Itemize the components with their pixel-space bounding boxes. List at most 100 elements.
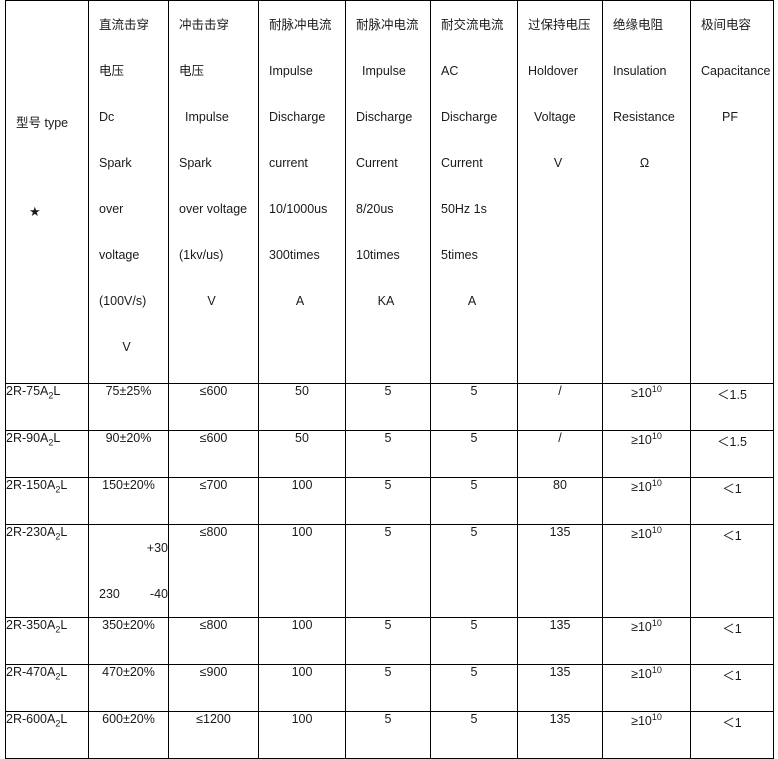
cell-dc-spark-over-voltage: 600±20%: [88, 711, 169, 759]
column-header-line: Impulse: [362, 64, 406, 78]
cell-ac-current: 5: [430, 383, 518, 431]
cell-impulse-spark: ≤600: [168, 430, 259, 478]
cell-model: 2R-350A2L: [5, 617, 89, 665]
column-header-line: (1kv/us): [179, 248, 224, 262]
column-header-line: voltage: [99, 248, 140, 262]
column-header-line: Insulation: [613, 64, 667, 78]
cell-capacitance: ＜1.5: [690, 383, 774, 431]
model-subscript: 2: [55, 531, 61, 542]
column-header-line: 耐脉冲电流: [356, 18, 419, 32]
cell-impulse-10-1000: 100: [258, 617, 346, 665]
cell-model: 2R-470A2L: [5, 664, 89, 712]
column-header-line: 5times: [441, 248, 478, 262]
specification-table: 型号 type ★ 直流击穿 电压 Dc Spark over voltage (100V/s)…: [5, 0, 774, 759]
column-header-line: over: [99, 202, 124, 216]
cell-impulse-8-20: 5: [345, 711, 431, 759]
model-suffix: L: [60, 618, 68, 632]
table-row: 2R-150A2L 150±20% ≤700 100 5 5 80 ≥1010 ＜1: [5, 477, 774, 525]
column-header-line: Resistance: [613, 110, 675, 124]
cell-impulse-spark: ≤600: [168, 383, 259, 431]
column-header-line: Current: [356, 156, 398, 170]
cell-capacitance: ＜1: [690, 711, 774, 759]
insulation-base: ≥10: [631, 527, 652, 542]
column-header-lines: 绝缘电阻 Insulation Resistance Ω: [603, 1, 690, 199]
column-header-line: Impulse: [185, 110, 229, 124]
cell-dc-spark-over-voltage: 470±20%: [88, 664, 169, 712]
cell-model: 2R-230A2L: [5, 524, 89, 618]
model-prefix: 2R-150A: [6, 478, 56, 492]
cell-holdover: 135: [517, 524, 603, 618]
cell-model: 2R-90A2L: [5, 430, 89, 478]
column-header-lines: 冲击击穿 电压 Impulse Spark over voltage (1kv/us) V: [169, 1, 258, 337]
column-header-impulse_discharge_current_8_20: 耐脉冲电流 Impulse Discharge Current 8/20us 10time…: [345, 0, 431, 384]
cell-model: 2R-150A2L: [5, 477, 89, 525]
column-header-ac_discharge_current: 耐交流电流 AC Discharge Current 50Hz 1s 5times A: [430, 0, 518, 384]
insulation-exponent: 10: [651, 478, 662, 488]
column-header-lines: 直流击穿 电压 Dc Spark over voltage (100V/s) V: [89, 1, 168, 383]
insulation-base: ≥10: [631, 714, 652, 729]
column-header-unit: A: [295, 294, 305, 308]
cell-holdover: 135: [517, 711, 603, 759]
model-prefix: 2R-230A: [6, 525, 56, 539]
column-header-unit: Ω: [639, 156, 650, 170]
column-header-capacitance: 极间电容 Capacitance PF: [690, 0, 774, 384]
column-header-line: Impulse: [269, 64, 313, 78]
column-header-lines: 耐交流电流 AC Discharge Current 50Hz 1s 5times A: [431, 1, 517, 337]
model-suffix: L: [60, 712, 68, 726]
insulation-base: ≥10: [631, 433, 652, 448]
column-header-unit: V: [207, 294, 216, 308]
table-row: 2R-470A2L 470±20% ≤900 100 5 5 135 ≥1010 ＜1: [5, 664, 774, 712]
cell-impulse-10-1000: 100: [258, 477, 346, 525]
table-row: 2R-350A2L 350±20% ≤800 100 5 5 135 ≥1010 ＜1: [5, 617, 774, 665]
column-header-line: Discharge: [269, 110, 326, 124]
column-header-unit: A: [467, 294, 477, 308]
insulation-base: ≥10: [631, 667, 652, 682]
column-header-line: 耐脉冲电流: [269, 18, 332, 32]
cell-dc-spark-over-voltage: 75±25%: [88, 383, 169, 431]
model-suffix: L: [60, 525, 68, 539]
cell-capacitance: ＜1: [690, 524, 774, 618]
column-header-lines: 极间电容 Capacitance PF: [691, 1, 773, 153]
column-header-line: 冲击击穿: [179, 18, 230, 32]
column-header-holdover_voltage: 过保持电压 Holdover Voltage V: [517, 0, 603, 384]
column-header-line: Dc: [99, 110, 115, 124]
cell-ac-current: 5: [430, 430, 518, 478]
column-header-dc_spark_over_voltage: 直流击穿 电压 Dc Spark over voltage (100V/s) V: [88, 0, 169, 384]
model-subscript: 2: [55, 718, 61, 729]
column-header-line: 10/1000us: [269, 202, 328, 216]
column-header-lines: 过保持电压 Holdover Voltage V: [518, 1, 602, 199]
cell-dc-spark-over-voltage: +30 230 -40: [88, 524, 169, 618]
tolerance-lower: -40: [149, 587, 168, 601]
model-suffix: L: [53, 384, 61, 398]
column-header-line: 50Hz 1s: [441, 202, 487, 216]
cell-holdover: 80: [517, 477, 603, 525]
model-subscript: 2: [48, 390, 54, 401]
model-prefix: 2R-75A: [6, 384, 49, 398]
model-prefix: 2R-350A: [6, 618, 56, 632]
column-header-unit: KA: [377, 294, 395, 308]
tolerance-upper: +30: [146, 541, 168, 555]
column-header-unit: PF: [722, 110, 738, 124]
table-row: 2R-75A2L 75±25% ≤600 50 5 5/≥1010 ＜1.5: [5, 383, 774, 431]
insulation-exponent: 10: [651, 712, 662, 722]
column-header-type: 型号 type ★: [5, 0, 89, 384]
column-header-insulation_resistance: 绝缘电阻 Insulation Resistance Ω: [602, 0, 691, 384]
column-header-line: 300times: [269, 248, 320, 262]
cell-impulse-spark: ≤700: [168, 477, 259, 525]
column-header-line: Voltage: [534, 110, 576, 124]
cell-capacitance: ＜1.5: [690, 430, 774, 478]
model-suffix: L: [53, 431, 61, 445]
cell-impulse-8-20: 5: [345, 383, 431, 431]
cell-ac-current: 5: [430, 664, 518, 712]
cell-impulse-8-20: 5: [345, 664, 431, 712]
cell-capacitance: ＜1: [690, 617, 774, 665]
cell-ac-current: 5: [430, 617, 518, 665]
cell-holdover: 135: [517, 617, 603, 665]
cell-insulation-resistance: ≥1010: [602, 524, 691, 618]
cell-insulation-resistance: ≥1010: [602, 430, 691, 478]
insulation-exponent: 10: [651, 431, 662, 441]
model-suffix: L: [60, 665, 68, 679]
column-header-impulse_discharge_current_10_1000: 耐脉冲电流 Impulse Discharge current 10/1000us 300…: [258, 0, 346, 384]
column-header-line: Discharge: [356, 110, 413, 124]
column-header-line: 耐交流电流: [441, 18, 504, 32]
